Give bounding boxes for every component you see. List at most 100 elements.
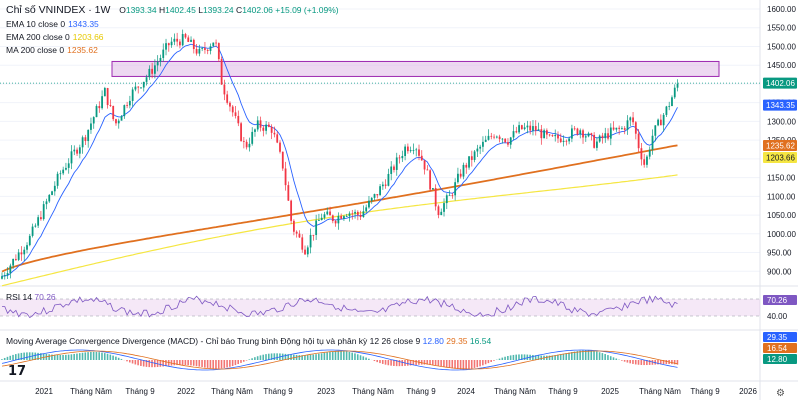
macd-histogram-bar xyxy=(242,360,245,362)
symbol-title[interactable]: Chỉ số VNINDEX · 1W xyxy=(6,4,111,16)
macd-histogram-bar xyxy=(320,353,323,360)
macd-histogram-bar xyxy=(459,360,462,370)
candle-body xyxy=(368,200,370,208)
macd-histogram-bar xyxy=(559,354,562,360)
macd-histogram-bar xyxy=(384,360,387,365)
candle-body xyxy=(223,84,226,95)
gear-icon[interactable]: ⚙ xyxy=(776,388,785,399)
macd-histogram-bar xyxy=(142,360,145,367)
candle-body xyxy=(643,159,646,165)
candle-body xyxy=(70,151,73,164)
candle-body xyxy=(409,150,412,152)
macd-histogram-bar xyxy=(629,360,631,364)
candle-body xyxy=(251,131,254,144)
candle-body xyxy=(95,106,98,118)
price-tag-label: 1203.66 xyxy=(766,153,795,162)
legend-ma200[interactable]: MA 200 close 0 1235.62 xyxy=(6,45,98,55)
candle-body xyxy=(509,137,512,145)
candle-body xyxy=(167,43,170,46)
candle-body xyxy=(654,125,657,136)
candle-body xyxy=(51,191,53,195)
macd-histogram-bar xyxy=(273,353,276,360)
candle-body xyxy=(237,115,240,124)
macd-histogram-bar xyxy=(262,354,265,360)
macd-histogram-bar xyxy=(248,359,251,360)
time-tick-label: 2022 xyxy=(177,387,195,396)
macd-histogram-bar xyxy=(290,354,292,360)
macd-histogram-bar xyxy=(190,360,192,366)
macd-histogram-bar xyxy=(562,353,565,360)
candle-body xyxy=(281,151,284,169)
macd-histogram-bar xyxy=(507,355,509,360)
candle-body xyxy=(287,185,290,201)
time-tick-label: Tháng 9 xyxy=(263,387,293,396)
price-tick-label: 900.00 xyxy=(767,267,792,276)
macd-histogram-bar xyxy=(198,360,201,367)
macd-histogram-bar xyxy=(42,353,45,360)
legend-ema200[interactable]: EMA 200 close 0 1203.66 xyxy=(6,32,104,42)
candle-body xyxy=(137,86,140,88)
rsi-band xyxy=(0,299,760,316)
candle-body xyxy=(279,142,281,152)
macd-histogram-bar xyxy=(117,357,120,360)
candle-body xyxy=(493,136,495,138)
macd-histogram-bar xyxy=(240,360,242,363)
macd-histogram-bar xyxy=(626,360,629,363)
macd-histogram-bar xyxy=(351,352,353,360)
macd-histogram-bar xyxy=(323,352,326,360)
macd-histogram-bar xyxy=(676,360,679,365)
macd-histogram-bar xyxy=(265,354,267,360)
candle-body xyxy=(637,133,640,149)
candle-body xyxy=(123,105,126,117)
macd-histogram-bar xyxy=(56,354,59,360)
candle-body xyxy=(337,215,340,224)
macd-histogram-bar xyxy=(465,360,467,370)
macd-histogram-bar xyxy=(368,358,370,360)
macd-histogram-bar xyxy=(409,360,412,366)
macd-histogram-bar xyxy=(637,360,640,365)
candle-body xyxy=(159,57,162,62)
macd-histogram-bar xyxy=(201,360,203,368)
legend-ema10[interactable]: EMA 10 close 0 1343.35 xyxy=(6,19,99,29)
candle-body xyxy=(437,206,440,216)
candle-body xyxy=(381,184,384,187)
candle-body xyxy=(443,203,445,212)
candle-body xyxy=(126,105,128,106)
macd-histogram-bar xyxy=(576,351,579,360)
macd-histogram-bar xyxy=(665,360,668,364)
candle-body xyxy=(179,41,181,46)
candle-body xyxy=(665,106,668,115)
candle-body xyxy=(343,216,345,219)
macd-histogram-bar xyxy=(634,360,637,365)
candle-body xyxy=(40,217,42,220)
macd-histogram-bar xyxy=(587,350,590,360)
candle-body xyxy=(12,258,15,266)
macd-histogram-bar xyxy=(356,354,359,360)
macd-histogram-bar xyxy=(362,356,365,360)
candle-body xyxy=(120,116,123,121)
macd-label[interactable]: Moving Average Convergence Divergence (M… xyxy=(6,336,492,346)
rsi-label[interactable]: RSI 14 70.26 xyxy=(6,292,56,302)
macd-histogram-bar xyxy=(643,360,645,366)
candle-body xyxy=(31,226,34,236)
candle-body xyxy=(37,217,40,226)
candle-body xyxy=(559,138,562,142)
candle-body xyxy=(482,141,484,147)
candle-body xyxy=(579,130,582,135)
candle-body xyxy=(629,117,632,121)
macd-histogram-bar xyxy=(457,360,459,370)
macd-histogram-bar xyxy=(345,351,348,360)
macd-tag-label: 29.35 xyxy=(767,333,788,342)
candle-body xyxy=(601,135,604,139)
time-tick-label: Tháng Năm xyxy=(494,387,536,396)
macd-histogram-bar xyxy=(15,354,17,360)
candle-body xyxy=(23,249,26,255)
macd-histogram-bar xyxy=(34,352,37,360)
candle-body xyxy=(359,214,362,218)
candle-body xyxy=(128,100,131,106)
macd-histogram-bar xyxy=(298,355,301,360)
candle-body xyxy=(607,133,609,139)
macd-histogram-bar xyxy=(20,352,23,360)
macd-histogram-bar xyxy=(215,360,217,369)
